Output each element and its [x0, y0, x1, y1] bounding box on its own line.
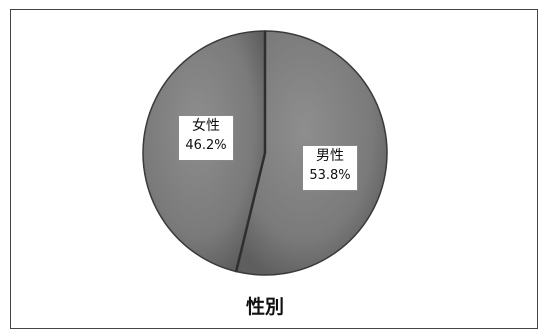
slice-label-male: 男性 53.8%	[302, 145, 358, 191]
slice-category-male: 男性	[316, 148, 344, 164]
slice-divider	[234, 152, 267, 272]
slice-category-female: 女性	[192, 118, 220, 134]
slice-value-male: 53.8%	[309, 168, 351, 183]
slice-value-female: 46.2%	[185, 138, 227, 153]
pie-chart	[142, 30, 388, 276]
chart-title: 性別	[245, 296, 284, 318]
slice-label-female: 女性 46.2%	[178, 115, 234, 161]
